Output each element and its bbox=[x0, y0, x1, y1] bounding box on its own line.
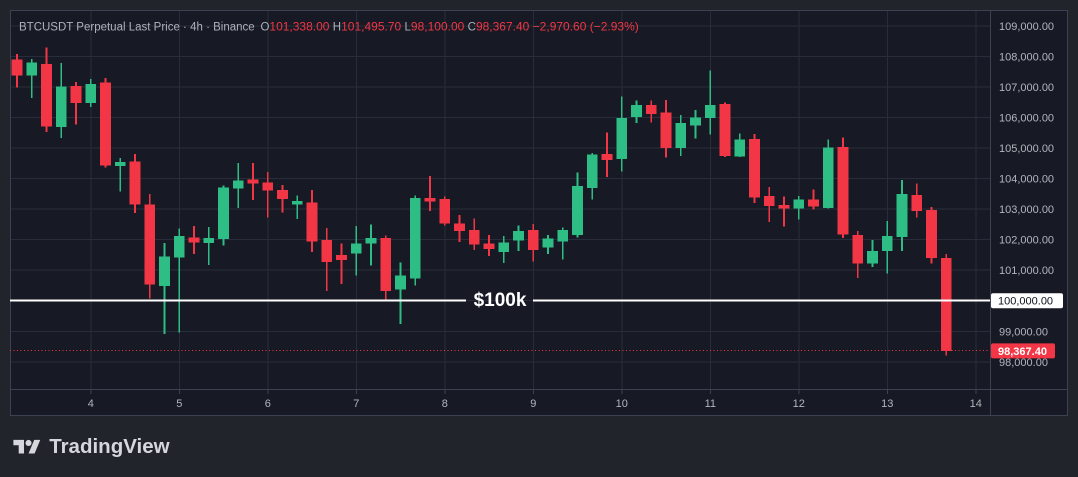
svg-text:$100k: $100k bbox=[474, 290, 527, 311]
svg-text:8: 8 bbox=[442, 398, 448, 410]
svg-text:104,000.00: 104,000.00 bbox=[999, 174, 1054, 186]
svg-text:101,000.00: 101,000.00 bbox=[999, 265, 1054, 277]
svg-text:108,000.00: 108,000.00 bbox=[999, 52, 1054, 64]
svg-text:6: 6 bbox=[265, 398, 271, 410]
svg-text:107,000.00: 107,000.00 bbox=[999, 82, 1054, 94]
svg-text:109,000.00: 109,000.00 bbox=[999, 21, 1054, 33]
svg-text:12: 12 bbox=[793, 398, 805, 410]
svg-text:106,000.00: 106,000.00 bbox=[999, 113, 1054, 125]
svg-text:11: 11 bbox=[705, 398, 716, 410]
svg-text:9: 9 bbox=[530, 398, 536, 410]
svg-text:98,367.40: 98,367.40 bbox=[998, 346, 1047, 358]
svg-text:BTCUSDT Perpetual Last Price ·: BTCUSDT Perpetual Last Price · 4h · Bina… bbox=[19, 19, 639, 33]
svg-text:5: 5 bbox=[176, 398, 182, 410]
svg-text:10: 10 bbox=[616, 398, 628, 410]
svg-text:100,000.00: 100,000.00 bbox=[998, 296, 1053, 308]
svg-text:102,000.00: 102,000.00 bbox=[999, 235, 1054, 247]
svg-text:4: 4 bbox=[88, 398, 94, 410]
svg-text:7: 7 bbox=[353, 398, 359, 410]
svg-text:99,000.00: 99,000.00 bbox=[999, 326, 1048, 338]
svg-text:14: 14 bbox=[970, 398, 982, 410]
svg-text:103,000.00: 103,000.00 bbox=[999, 204, 1054, 216]
svg-text:TradingView: TradingView bbox=[49, 435, 169, 458]
svg-text:105,000.00: 105,000.00 bbox=[999, 143, 1054, 155]
svg-text:98,000.00: 98,000.00 bbox=[999, 357, 1048, 369]
svg-text:13: 13 bbox=[881, 398, 893, 410]
